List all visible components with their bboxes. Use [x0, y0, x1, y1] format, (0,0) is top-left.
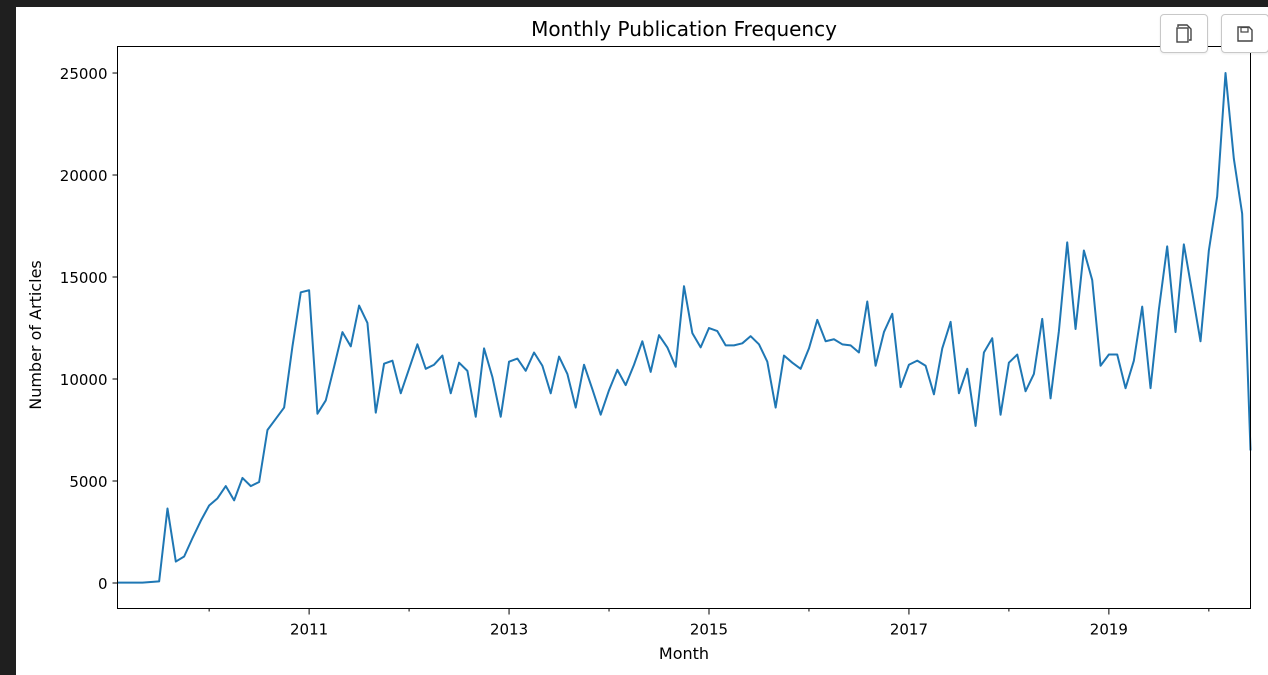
line-chart: Monthly Publication Frequency 0 5000 10000…	[26, 17, 1252, 663]
copy-icon	[1176, 23, 1192, 43]
y-tick-label: 5000	[69, 473, 107, 491]
series-line	[117, 72, 1252, 584]
x-tick-label: 2013	[490, 621, 528, 639]
x-tick-label: 2017	[890, 621, 928, 639]
y-axis-label: Number of Articles	[26, 260, 45, 410]
y-tick-label: 0	[98, 575, 108, 593]
chart-title: Monthly Publication Frequency	[531, 17, 837, 41]
save-button[interactable]	[1221, 14, 1268, 53]
x-tick-label: 2019	[1090, 621, 1128, 639]
y-axis: 0 5000 10000 15000 20000 25000	[60, 65, 118, 593]
y-tick-label: 10000	[60, 371, 108, 389]
x-tick-label: 2015	[690, 621, 728, 639]
x-axis-label: Month	[659, 644, 709, 663]
copy-button[interactable]	[1160, 14, 1208, 53]
y-tick-label: 15000	[60, 269, 108, 287]
figure-panel: Monthly Publication Frequency 0 5000 10000…	[16, 7, 1268, 675]
y-tick-label: 20000	[60, 167, 108, 185]
plot-area-frame	[117, 46, 1251, 609]
y-tick-label: 25000	[60, 65, 108, 83]
x-tick-label: 2011	[290, 621, 328, 639]
x-axis: 2011 2013 2015 2017 2019	[208, 608, 1210, 639]
save-icon	[1237, 25, 1253, 42]
